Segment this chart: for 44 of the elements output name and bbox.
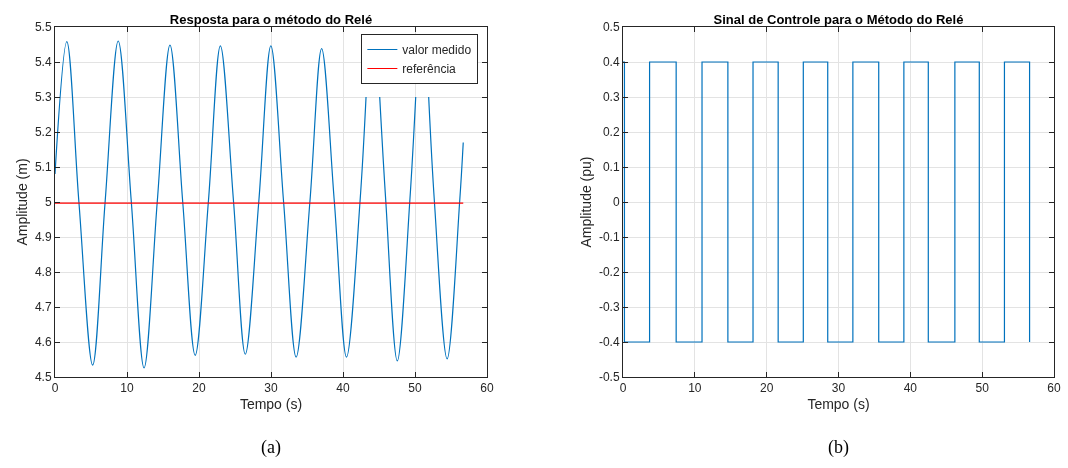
- x-tick-label: 20: [192, 381, 206, 396]
- text: (a): [261, 437, 281, 458]
- legend-label: valor medido: [402, 43, 472, 58]
- x-tick-label: 30: [264, 381, 278, 396]
- y-tick-label: 4.6: [34, 335, 52, 350]
- y-axis-title: Amplitude (pu): [577, 156, 594, 248]
- y-tick-label: -0.2: [598, 265, 620, 280]
- x-tick-label: 10: [688, 381, 702, 396]
- y-tick-label: 5.5: [34, 20, 52, 35]
- legend-label: referência: [402, 62, 457, 77]
- y-tick-label: -0.3: [598, 300, 620, 315]
- y-tick-label: 4.8: [34, 265, 52, 280]
- y-tick-label: 5.1: [34, 160, 52, 175]
- x-tick-label: 50: [408, 381, 422, 396]
- y-tick-label: -0.4: [598, 335, 620, 350]
- x-tick-label: 60: [480, 381, 494, 396]
- y-tick-label: -0.5: [598, 370, 620, 385]
- x-tick-label: 60: [1047, 381, 1061, 396]
- y-axis-title: Amplitude (m): [13, 158, 30, 246]
- x-axis-title: Tempo (s): [239, 395, 303, 412]
- y-tick-label: 5.4: [34, 55, 52, 70]
- y-tick-label: 0.1: [602, 160, 620, 175]
- y-tick-label: 4.9: [34, 230, 52, 245]
- x-tick-label: 10: [120, 381, 134, 396]
- y-tick-label: 4.7: [34, 300, 52, 315]
- y-tick-label: 0.4: [602, 55, 620, 70]
- y-tick-label: 5: [44, 195, 52, 210]
- y-tick-label: 5.3: [34, 90, 52, 105]
- x-tick-label: 40: [336, 381, 350, 396]
- y-tick-label: 0.2: [602, 125, 620, 140]
- y-tick-label: 0.5: [602, 20, 620, 35]
- chart-title: Resposta para o método do Relé: [169, 11, 373, 27]
- y-tick-label: 0: [612, 195, 620, 210]
- chart-title: Sinal de Controle para o Método do Relé: [713, 11, 964, 27]
- y-tick-label: -0.1: [598, 230, 620, 245]
- x-tick-label: 30: [831, 381, 846, 396]
- text: (b): [828, 437, 849, 458]
- x-axis-title: Tempo (s): [807, 395, 870, 412]
- y-tick-label: 4.5: [34, 370, 52, 385]
- y-tick-label: 0.3: [602, 90, 620, 105]
- x-tick-label: 40: [903, 381, 918, 396]
- y-tick-label: 5.2: [34, 125, 52, 140]
- x-tick-label: 20: [759, 381, 774, 396]
- x-tick-label: 50: [975, 381, 990, 396]
